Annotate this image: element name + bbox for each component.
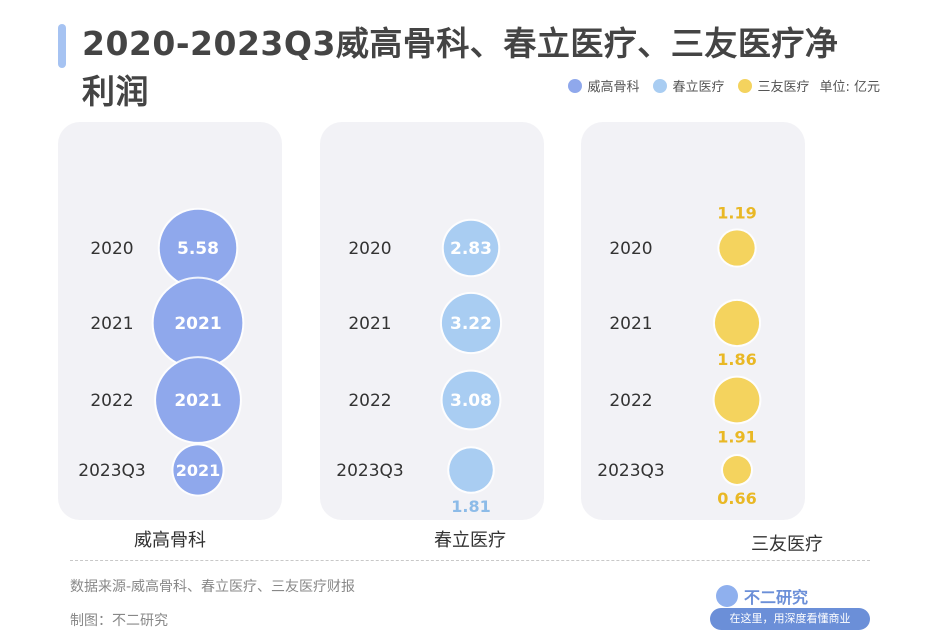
unit-label: 单位: 亿元 (819, 80, 880, 95)
bubble (723, 456, 751, 484)
year-label: 2022 (90, 391, 133, 411)
legend-item-sanyou: 三友医疗 (738, 76, 809, 95)
panel-sanyou (581, 122, 805, 520)
bubble (449, 448, 493, 492)
year-label: 2022 (348, 391, 391, 411)
data-label: 0.66 (717, 489, 756, 508)
legend-swatch (738, 78, 753, 93)
legend: 威高骨科 春立医疗 三友医疗 单位: 亿元 (554, 76, 880, 95)
year-label: 2021 (90, 314, 133, 334)
bubble (719, 230, 755, 266)
legend-item-weigao: 威高骨科 (568, 76, 639, 95)
title-accent-bar (58, 24, 66, 68)
bubble (443, 220, 499, 276)
data-label: 2021 (176, 461, 221, 480)
year-label: 2023Q3 (336, 461, 403, 481)
year-label: 2020 (609, 239, 652, 259)
bubble (156, 358, 240, 442)
panel-chunli (320, 122, 544, 520)
chart-title: 2020-2023Q3威高骨科、春立医疗、三友医疗净利润 (82, 24, 839, 111)
year-label: 2022 (609, 391, 652, 411)
legend-swatch (568, 78, 583, 93)
legend-label: 威高骨科 (587, 80, 640, 95)
bubble (153, 278, 243, 368)
year-label: 2020 (90, 239, 133, 259)
maker-note: 制图：不二研究 (70, 613, 168, 629)
data-label: 2021 (174, 314, 221, 334)
bubble (441, 293, 501, 353)
footer-divider (70, 560, 870, 561)
source-note: 数据来源-威高骨科、春立医疗、三友医疗财报 (70, 579, 356, 595)
legend-swatch (653, 78, 668, 93)
data-label: 1.91 (717, 427, 756, 446)
brand-slogan: 在这里，用深度看懂商业 (710, 608, 870, 630)
bubble (714, 300, 760, 346)
bubble (159, 209, 237, 287)
data-label: 3.08 (450, 391, 492, 411)
data-label: 2.83 (450, 239, 492, 259)
panel-label-chunli: 春立医疗 (434, 530, 506, 551)
brand-name: 不二研究 (744, 588, 809, 607)
data-label: 3.22 (450, 314, 492, 334)
legend-label: 春立医疗 (672, 80, 725, 95)
panel-label-weigao: 威高骨科 (134, 530, 206, 551)
brand: 不二研究 (716, 584, 808, 608)
year-label: 2023Q3 (597, 461, 664, 481)
panel-label-sanyou: 三友医疗 (751, 534, 823, 555)
year-label: 2023Q3 (78, 461, 145, 481)
legend-label: 三友医疗 (757, 80, 810, 95)
data-label: 2021 (174, 391, 221, 411)
data-label: 1.86 (717, 350, 756, 369)
data-label: 1.19 (717, 203, 756, 222)
bubble (173, 445, 223, 495)
data-label: 5.58 (177, 239, 219, 259)
bubble (714, 377, 760, 423)
bubble (442, 371, 500, 429)
brand-logo-icon (716, 585, 738, 607)
data-label: 1.81 (451, 497, 490, 516)
year-label: 2021 (609, 314, 652, 334)
year-label: 2021 (348, 314, 391, 334)
year-label: 2020 (348, 239, 391, 259)
legend-item-chunli: 春立医疗 (653, 76, 724, 95)
